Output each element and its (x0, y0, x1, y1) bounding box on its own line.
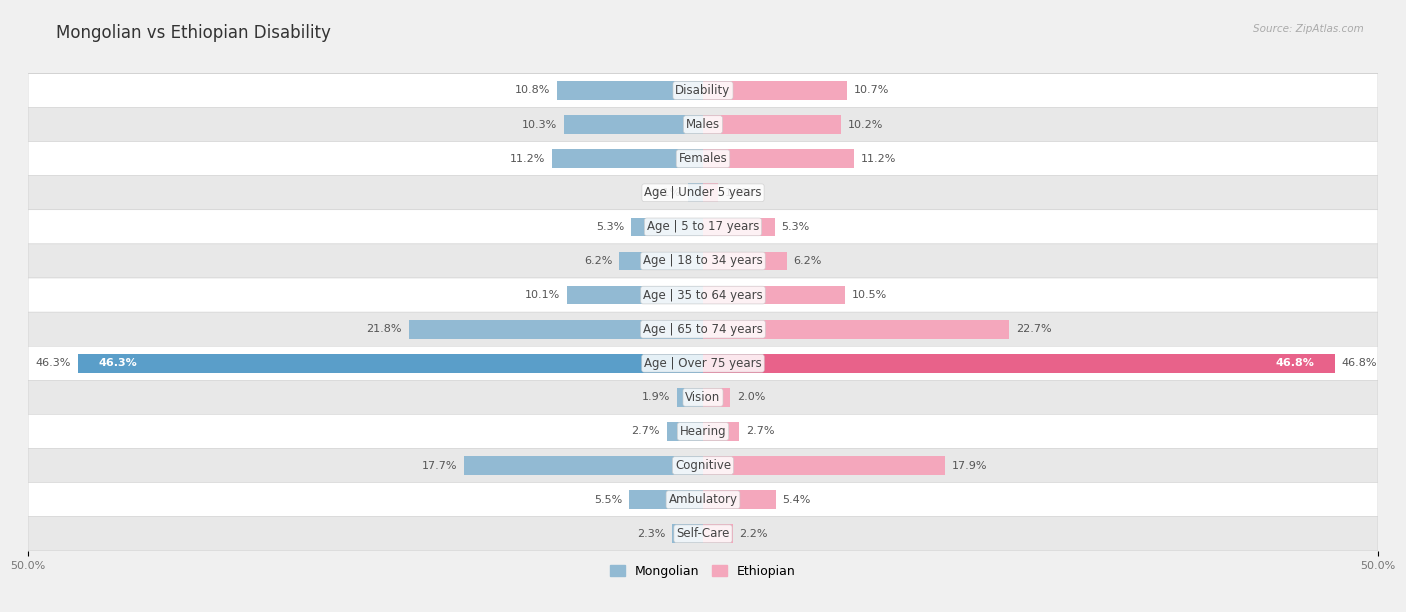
Text: 5.3%: 5.3% (782, 222, 810, 232)
FancyBboxPatch shape (28, 483, 1378, 517)
Text: 10.2%: 10.2% (848, 119, 883, 130)
Bar (703, 320, 1010, 338)
Text: 10.3%: 10.3% (522, 119, 557, 130)
FancyBboxPatch shape (28, 244, 1378, 278)
Text: 11.2%: 11.2% (860, 154, 896, 163)
Text: Age | 35 to 64 years: Age | 35 to 64 years (643, 289, 763, 302)
Text: Females: Females (679, 152, 727, 165)
FancyBboxPatch shape (28, 108, 1378, 141)
FancyBboxPatch shape (28, 73, 1378, 108)
Bar (703, 422, 740, 441)
Bar (688, 184, 703, 202)
Text: 10.7%: 10.7% (855, 86, 890, 95)
Text: 22.7%: 22.7% (1017, 324, 1052, 334)
Text: 5.4%: 5.4% (783, 494, 811, 505)
Text: 21.8%: 21.8% (367, 324, 402, 334)
Bar (703, 490, 776, 509)
Text: 11.2%: 11.2% (510, 154, 546, 163)
Bar (703, 217, 775, 236)
Bar (703, 456, 945, 475)
Bar (672, 524, 703, 543)
Text: 6.2%: 6.2% (583, 256, 613, 266)
FancyBboxPatch shape (28, 176, 1378, 210)
Bar (703, 81, 848, 100)
Text: Males: Males (686, 118, 720, 131)
Text: 5.3%: 5.3% (596, 222, 624, 232)
Text: 5.5%: 5.5% (593, 494, 621, 505)
FancyBboxPatch shape (28, 312, 1378, 346)
FancyBboxPatch shape (28, 449, 1378, 483)
FancyBboxPatch shape (28, 414, 1378, 449)
Text: Age | Over 75 years: Age | Over 75 years (644, 357, 762, 370)
Bar (628, 490, 703, 509)
Text: 46.8%: 46.8% (1341, 358, 1376, 368)
Text: Cognitive: Cognitive (675, 459, 731, 472)
Text: 2.0%: 2.0% (737, 392, 765, 402)
Text: 46.3%: 46.3% (98, 358, 136, 368)
Text: 10.5%: 10.5% (852, 290, 887, 300)
Bar (409, 320, 703, 338)
Bar (567, 286, 703, 304)
Bar (631, 217, 703, 236)
Bar (703, 115, 841, 134)
Text: 10.1%: 10.1% (524, 290, 560, 300)
Text: 2.2%: 2.2% (740, 529, 768, 539)
Bar (703, 354, 1334, 373)
Bar (678, 388, 703, 407)
Bar (703, 252, 787, 271)
Bar (557, 81, 703, 100)
Text: Hearing: Hearing (679, 425, 727, 438)
Text: 1.9%: 1.9% (643, 392, 671, 402)
Text: Age | 65 to 74 years: Age | 65 to 74 years (643, 323, 763, 335)
Bar (619, 252, 703, 271)
FancyBboxPatch shape (28, 346, 1378, 380)
Text: 17.9%: 17.9% (952, 461, 987, 471)
Text: 2.7%: 2.7% (747, 427, 775, 436)
Text: 1.1%: 1.1% (724, 188, 752, 198)
Bar (703, 184, 718, 202)
Text: 17.7%: 17.7% (422, 461, 457, 471)
Text: Disability: Disability (675, 84, 731, 97)
FancyBboxPatch shape (28, 517, 1378, 551)
Bar (703, 149, 855, 168)
Legend: Mongolian, Ethiopian: Mongolian, Ethiopian (605, 560, 801, 583)
FancyBboxPatch shape (28, 141, 1378, 176)
Bar (666, 422, 703, 441)
Bar (79, 354, 703, 373)
Bar (703, 524, 733, 543)
Text: Age | Under 5 years: Age | Under 5 years (644, 186, 762, 200)
Text: 2.7%: 2.7% (631, 427, 659, 436)
Text: 10.8%: 10.8% (515, 86, 551, 95)
Bar (703, 286, 845, 304)
Text: Self-Care: Self-Care (676, 528, 730, 540)
Text: 46.8%: 46.8% (1275, 358, 1315, 368)
Bar (464, 456, 703, 475)
Bar (564, 115, 703, 134)
Text: Ambulatory: Ambulatory (668, 493, 738, 506)
FancyBboxPatch shape (28, 380, 1378, 414)
Bar (703, 388, 730, 407)
Bar (551, 149, 703, 168)
Text: Mongolian vs Ethiopian Disability: Mongolian vs Ethiopian Disability (56, 24, 332, 42)
Text: Source: ZipAtlas.com: Source: ZipAtlas.com (1253, 24, 1364, 34)
FancyBboxPatch shape (28, 278, 1378, 312)
Text: Age | 18 to 34 years: Age | 18 to 34 years (643, 255, 763, 267)
Text: 46.3%: 46.3% (37, 358, 72, 368)
Text: 6.2%: 6.2% (793, 256, 823, 266)
FancyBboxPatch shape (28, 210, 1378, 244)
Text: 1.1%: 1.1% (654, 188, 682, 198)
Text: Age | 5 to 17 years: Age | 5 to 17 years (647, 220, 759, 233)
Text: Vision: Vision (685, 391, 721, 404)
Text: 2.3%: 2.3% (637, 529, 665, 539)
